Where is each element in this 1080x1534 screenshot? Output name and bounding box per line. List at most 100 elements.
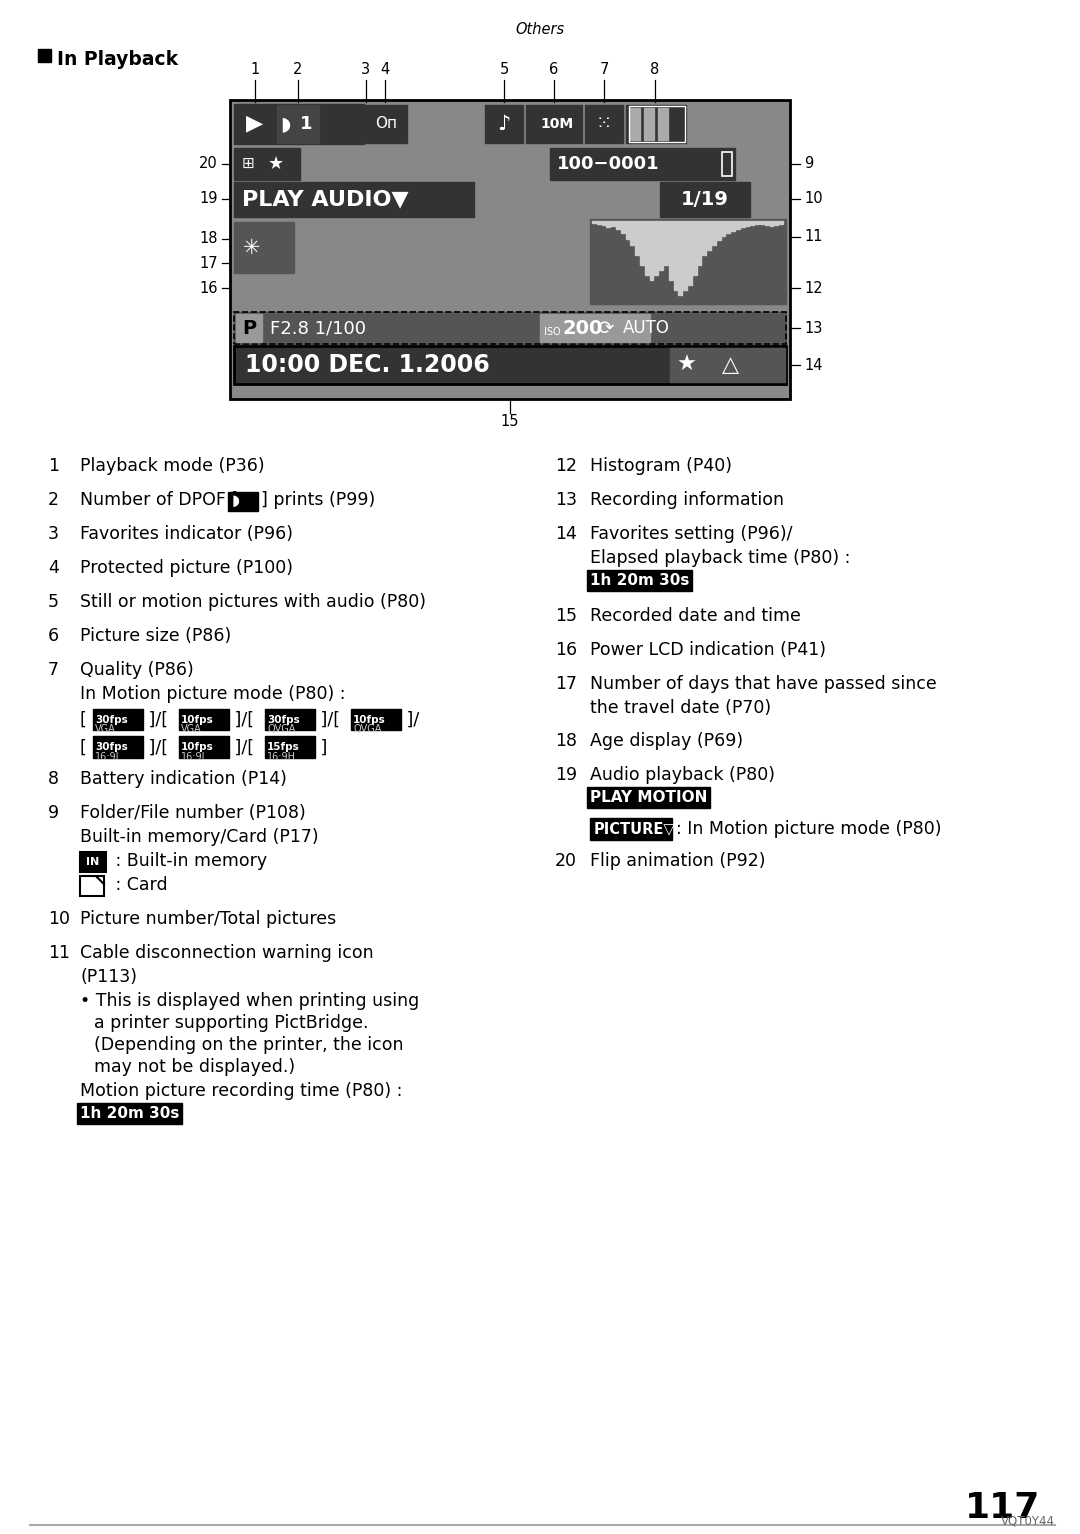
Bar xyxy=(485,104,523,143)
Text: 16: 16 xyxy=(555,641,577,658)
Text: ★: ★ xyxy=(677,356,697,376)
Bar xyxy=(93,709,143,730)
Text: ]/: ]/ xyxy=(401,710,419,729)
Text: Cable disconnection warning icon: Cable disconnection warning icon xyxy=(80,943,374,962)
Text: Elapsed playback time (P80) :: Elapsed playback time (P80) : xyxy=(590,549,850,568)
Text: 117: 117 xyxy=(964,1491,1040,1525)
Bar xyxy=(674,221,677,290)
Text: 16: 16 xyxy=(200,281,218,296)
Bar xyxy=(692,221,697,276)
Text: ]/[: ]/[ xyxy=(143,738,174,756)
Bar xyxy=(635,221,639,256)
Bar xyxy=(234,347,786,384)
Text: 12: 12 xyxy=(804,281,823,296)
Text: 2: 2 xyxy=(294,63,302,77)
Text: 9: 9 xyxy=(48,804,59,822)
Text: Folder/File number (P108): Folder/File number (P108) xyxy=(80,804,306,822)
Text: Histogram (P40): Histogram (P40) xyxy=(590,457,732,476)
Text: 30fps: 30fps xyxy=(267,715,300,724)
Text: 10fps: 10fps xyxy=(181,742,214,753)
Text: Recorded date and time: Recorded date and time xyxy=(590,607,801,624)
Bar xyxy=(723,152,732,175)
Bar xyxy=(351,709,401,730)
Text: △: △ xyxy=(721,356,739,376)
Bar xyxy=(526,104,582,143)
Bar xyxy=(688,221,692,285)
Text: ⊞: ⊞ xyxy=(242,156,255,172)
Text: 200: 200 xyxy=(562,319,603,337)
Bar xyxy=(779,221,783,224)
Text: 10: 10 xyxy=(48,910,70,928)
Text: ISO: ISO xyxy=(544,327,561,337)
Bar xyxy=(654,221,658,276)
Bar xyxy=(698,221,701,265)
Text: Audio playback (P80): Audio playback (P80) xyxy=(590,767,775,784)
Text: 19: 19 xyxy=(200,192,218,206)
Bar xyxy=(649,221,653,281)
Text: QVGA: QVGA xyxy=(353,724,381,735)
Text: Picture size (P86): Picture size (P86) xyxy=(80,627,231,644)
Text: ]/[: ]/[ xyxy=(229,710,259,729)
Bar xyxy=(659,221,663,270)
Text: Protected picture (P100): Protected picture (P100) xyxy=(80,558,293,577)
Bar xyxy=(741,221,744,227)
Bar xyxy=(234,221,294,273)
Text: may not be displayed.): may not be displayed.) xyxy=(94,1058,295,1075)
Bar xyxy=(365,104,407,143)
Text: : Card: : Card xyxy=(110,876,167,894)
Text: ♪: ♪ xyxy=(497,114,511,133)
Text: Recording information: Recording information xyxy=(590,491,784,509)
Text: In Motion picture mode (P80) :: In Motion picture mode (P80) : xyxy=(80,684,346,703)
Text: 13: 13 xyxy=(804,321,822,336)
Bar xyxy=(230,100,789,399)
Text: ]: ] xyxy=(315,738,327,756)
Text: 10fps: 10fps xyxy=(353,715,386,724)
Text: (Depending on the printer, the icon: (Depending on the printer, the icon xyxy=(94,1035,404,1054)
Text: Oп: Oп xyxy=(375,117,397,132)
Bar xyxy=(234,347,786,384)
Text: Age display (P69): Age display (P69) xyxy=(590,732,743,750)
Bar xyxy=(230,100,789,399)
Text: 17: 17 xyxy=(200,256,218,272)
Text: 10fps: 10fps xyxy=(181,715,214,724)
Text: VQT0Y44: VQT0Y44 xyxy=(1001,1516,1055,1528)
Bar xyxy=(590,818,672,841)
Bar xyxy=(702,221,706,256)
Text: the travel date (P70): the travel date (P70) xyxy=(590,698,771,716)
Bar xyxy=(592,221,596,222)
Bar xyxy=(765,221,769,224)
Bar xyxy=(234,313,786,344)
Bar xyxy=(658,107,669,140)
Bar xyxy=(550,147,735,179)
Text: VGA: VGA xyxy=(95,724,116,735)
Text: Others: Others xyxy=(515,21,565,37)
Text: 2: 2 xyxy=(48,491,59,509)
Text: 19: 19 xyxy=(555,767,577,784)
Text: P: P xyxy=(242,319,256,337)
Text: 16:9L: 16:9L xyxy=(181,753,208,762)
Text: IN: IN xyxy=(86,858,99,867)
Text: ]/[: ]/[ xyxy=(315,710,346,729)
Bar xyxy=(678,221,683,296)
Text: (P113): (P113) xyxy=(80,968,137,986)
Text: Still or motion pictures with audio (P80): Still or motion pictures with audio (P80… xyxy=(80,592,426,611)
Text: 8: 8 xyxy=(650,63,660,77)
Bar xyxy=(630,107,640,140)
Text: 16:9H: 16:9H xyxy=(267,753,296,762)
Text: 10:00 DEC. 1.2006: 10:00 DEC. 1.2006 xyxy=(245,353,489,377)
Bar xyxy=(731,221,735,230)
Bar xyxy=(228,492,258,511)
Bar xyxy=(80,853,106,873)
Text: VGA: VGA xyxy=(181,724,202,735)
Text: 5: 5 xyxy=(48,592,59,611)
Bar xyxy=(590,218,786,304)
Bar xyxy=(670,348,785,382)
Text: ⁙: ⁙ xyxy=(596,114,612,133)
Bar xyxy=(234,181,474,216)
Bar xyxy=(234,104,364,144)
Text: ] prints (P99): ] prints (P99) xyxy=(261,491,375,509)
Bar xyxy=(745,221,750,225)
Bar xyxy=(585,104,623,143)
Bar xyxy=(644,107,654,140)
Text: 8: 8 xyxy=(48,770,59,788)
